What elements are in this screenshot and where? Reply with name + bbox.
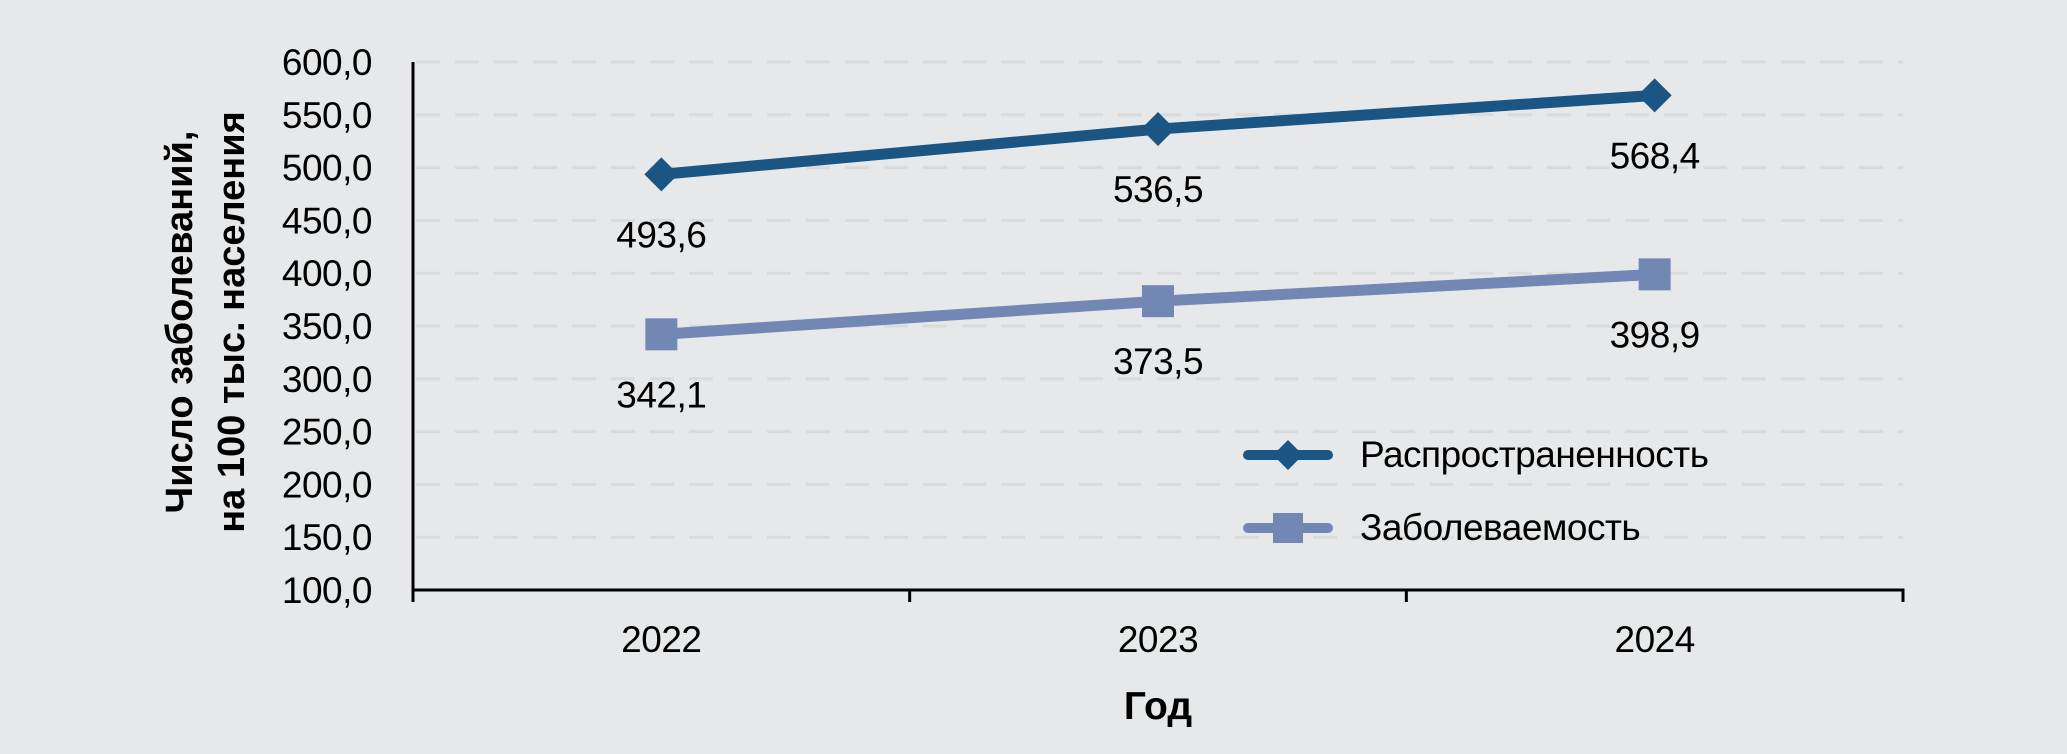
y-tick-label: 100,0 — [282, 570, 372, 611]
y-tick-label: 450,0 — [282, 200, 372, 241]
y-tick-label: 300,0 — [282, 359, 372, 400]
prevalence-data-label: 568,4 — [1610, 135, 1700, 176]
legend-label-prevalence: Распространенность — [1360, 434, 1709, 475]
y-tick-label: 500,0 — [282, 148, 372, 189]
y-tick-label: 200,0 — [282, 464, 372, 505]
y-tick-label: 600,0 — [282, 42, 372, 83]
incidence-data-label: 398,9 — [1610, 314, 1700, 355]
prevalence-diamond-marker — [1637, 78, 1672, 113]
prevalence-diamond-marker — [644, 157, 679, 192]
prevalence-data-label: 536,5 — [1113, 169, 1203, 210]
x-tick-label: 2024 — [1615, 619, 1695, 660]
prevalence-diamond-marker — [1141, 112, 1175, 147]
incidence-data-label: 373,5 — [1113, 341, 1203, 382]
prevalence-data-label: 493,6 — [616, 214, 706, 255]
legend-item-incidence: Заболеваемость — [1242, 501, 1709, 555]
prevalence-swatch-diamond-icon — [1273, 440, 1303, 470]
incidence-swatch-square-icon — [1273, 513, 1303, 543]
incidence-square-marker — [1638, 258, 1671, 291]
legend-item-prevalence: Распространенность — [1242, 428, 1709, 482]
y-tick-label: 400,0 — [282, 253, 372, 294]
legend-label-incidence: Заболеваемость — [1360, 507, 1641, 548]
incidence-data-label: 342,1 — [616, 374, 706, 415]
incidence-line-square-swatch — [1243, 513, 1333, 543]
incidence-square-marker — [1142, 285, 1174, 318]
y-tick-label: 150,0 — [282, 517, 372, 558]
y-tick-label: 250,0 — [282, 412, 372, 453]
legend: Распространенность Заболеваемость — [1242, 428, 1709, 555]
x-tick-label: 2022 — [621, 619, 701, 660]
prevalence-line-diamond-swatch — [1243, 440, 1333, 470]
y-tick-label: 550,0 — [282, 95, 372, 136]
incidence-square-marker — [645, 318, 678, 351]
y-tick-label: 350,0 — [282, 306, 372, 347]
x-axis-title: Год — [1123, 685, 1193, 728]
x-tick-label: 2023 — [1118, 619, 1198, 660]
